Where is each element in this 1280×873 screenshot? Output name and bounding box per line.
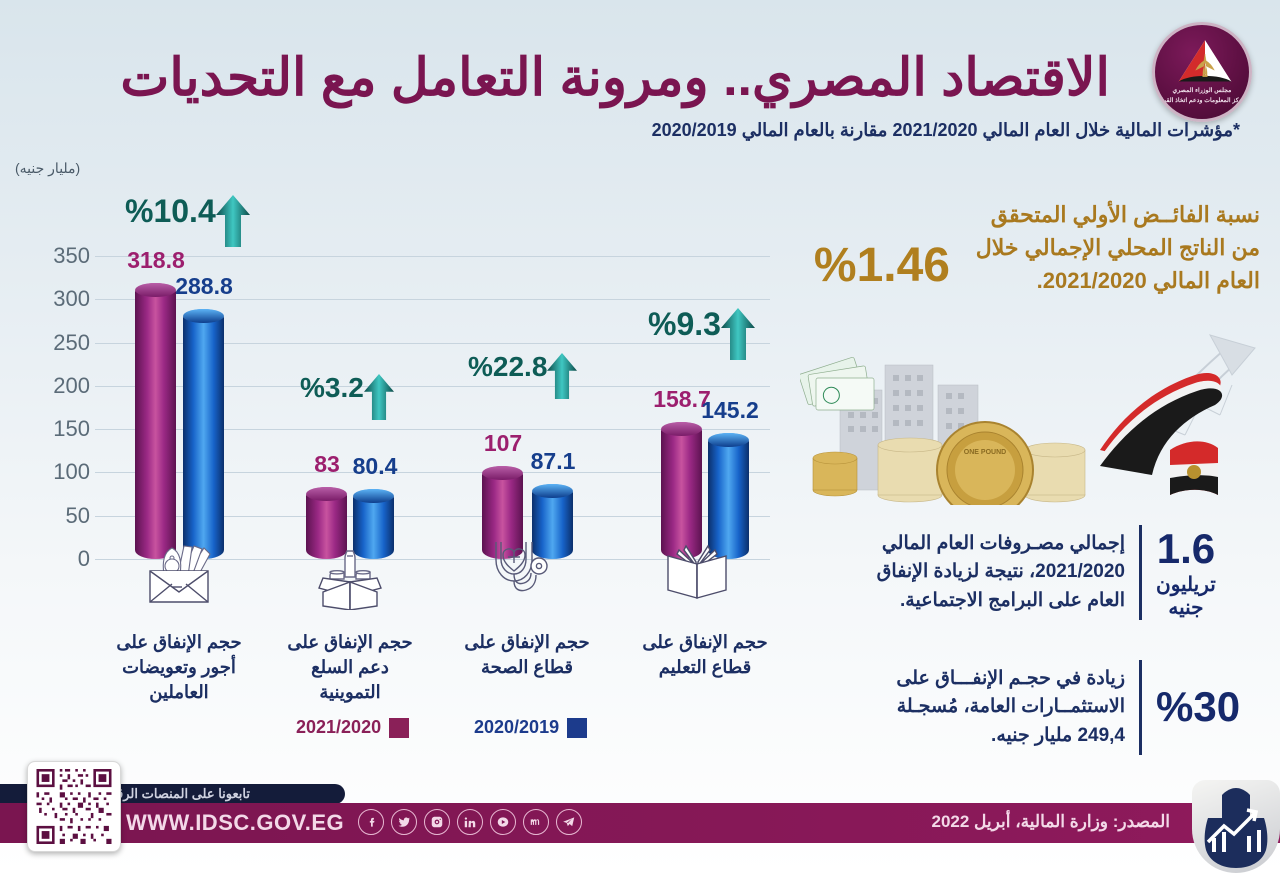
svg-text:ONE POUND: ONE POUND [964,449,1006,456]
